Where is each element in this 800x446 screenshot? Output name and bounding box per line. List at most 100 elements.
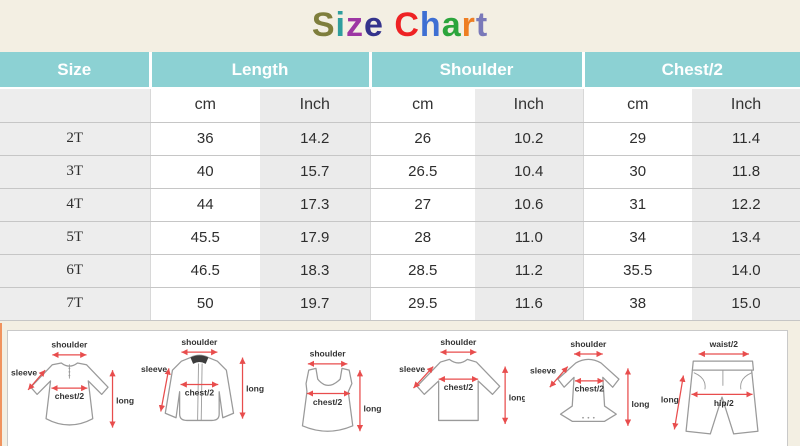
value-cell: 11.0 (475, 221, 584, 255)
table-row: 4T 44 17.3 27 10.6 31 12.2 (0, 188, 800, 222)
pants-waistband (691, 360, 755, 371)
table-row: 6T 46.5 18.3 28.5 11.2 35.5 14.0 (0, 254, 800, 288)
column-header-size: Size (0, 52, 150, 89)
waist-label: waist/2 (709, 338, 739, 348)
value-cell: 26 (369, 122, 475, 156)
title-letter: r (461, 6, 476, 44)
value-cell: 46.5 (150, 254, 260, 288)
chest-label: chest/2 (184, 387, 214, 397)
size-cell: 2T (0, 122, 151, 156)
title-letter: z (345, 6, 364, 44)
dress-button (68, 374, 71, 376)
unit-header-cell: cm (150, 88, 260, 123)
unit-header-cell: Inch (260, 88, 370, 123)
value-cell: 13.4 (692, 221, 800, 255)
left-edge-accent (0, 323, 2, 446)
unit-header-cell: Inch (692, 88, 800, 123)
long-label: long (632, 398, 650, 408)
unit-header-cell: Inch (475, 88, 584, 123)
shoulder-label: shoulder (181, 336, 218, 346)
jacket-collar (190, 354, 209, 364)
shoulder-label: shoulder (51, 339, 88, 349)
snap-dot (587, 416, 590, 419)
measurement-diagram-strip: shoulder sleeve chest/2 long shoulder sl… (7, 330, 788, 446)
title-letter: a (441, 6, 462, 44)
unit-header-row: cm Inch cm Inch cm Inch (0, 88, 800, 123)
sleeve-label: sleeve (11, 367, 37, 377)
size-cell: 4T (0, 188, 151, 222)
unit-header-cell: cm (369, 88, 475, 123)
value-cell: 44 (150, 188, 260, 222)
diagram-jacket: shoulder sleeve chest/2 long (141, 336, 264, 421)
value-cell: 11.6 (475, 287, 584, 321)
sleeve-arrow (158, 367, 171, 412)
pants-pockets (693, 371, 753, 389)
value-cell: 31 (582, 188, 693, 222)
sleeve-arrow (549, 365, 569, 388)
long-label: long (509, 392, 525, 402)
chest-label: chest/2 (444, 381, 474, 391)
table-row: 3T 40 15.7 26.5 10.4 30 11.8 (0, 155, 800, 189)
value-cell: 30 (582, 155, 693, 189)
size-cell: 6T (0, 254, 151, 288)
value-cell: 50 (150, 287, 260, 321)
value-cell: 15.7 (260, 155, 370, 189)
diagram-tank: shoulder chest/2 long (301, 348, 381, 432)
size-cell: 7T (0, 287, 151, 321)
column-header-shoulder: Shoulder (368, 52, 584, 89)
sleeve-arrow (413, 365, 435, 389)
sleeve-label: sleeve (530, 365, 556, 375)
long-arrow (672, 374, 686, 430)
chest-label: chest/2 (575, 383, 605, 393)
value-cell: 34 (582, 221, 693, 255)
diagram-tee: shoulder sleeve chest/2 long (400, 336, 525, 424)
value-cell: 10.6 (475, 188, 584, 222)
snap-dot (582, 416, 585, 419)
sleeve-label: sleeve (141, 363, 167, 373)
column-header-length: Length (148, 52, 370, 89)
bodysuit-outline (557, 358, 620, 422)
snap-dot (593, 416, 595, 419)
pants-outline (685, 369, 759, 435)
title-letter: C (394, 6, 420, 44)
value-cell: 11.4 (692, 122, 800, 156)
value-cell: 14.0 (692, 254, 800, 288)
shoulder-label: shoulder (309, 348, 346, 358)
value-cell: 19.7 (260, 287, 370, 321)
value-cell: 40 (150, 155, 260, 189)
table-row: 7T 50 19.7 29.5 11.6 38 15.0 (0, 287, 800, 321)
tank-outline (301, 367, 353, 432)
title-letter: e (363, 6, 384, 44)
unit-header-blank (0, 88, 151, 123)
value-cell: 27 (369, 188, 475, 222)
value-cell: 17.3 (260, 188, 370, 222)
value-cell: 38 (582, 287, 693, 321)
value-cell: 28.5 (369, 254, 475, 288)
dress-button (68, 366, 71, 369)
title-letter: h (419, 6, 442, 44)
long-label: long (661, 394, 679, 404)
column-header-chest: Chest/2 (581, 52, 800, 89)
value-cell: 26.5 (369, 155, 475, 189)
long-label: long (116, 395, 134, 405)
value-cell: 15.0 (692, 287, 800, 321)
value-cell: 12.2 (692, 188, 800, 222)
value-cell: 10.2 (475, 122, 584, 156)
title-letter: S (311, 6, 336, 44)
value-cell: 17.9 (260, 221, 370, 255)
title-letter: t (475, 6, 489, 44)
value-cell: 35.5 (582, 254, 693, 288)
value-cell: 28 (369, 221, 475, 255)
dress-button (68, 370, 71, 373)
title-letter: i (335, 6, 346, 44)
shoulder-label: shoulder (441, 336, 478, 346)
table-row: 5T 45.5 17.9 28 11.0 34 13.4 (0, 221, 800, 255)
value-cell: 29.5 (369, 287, 475, 321)
sleeve-arrow (27, 369, 46, 390)
page-title: Size Chart (0, 0, 800, 52)
size-table: Size Length Shoulder Chest/2 cm Inch cm … (0, 52, 800, 321)
value-cell: 29 (582, 122, 693, 156)
value-cell: 45.5 (150, 221, 260, 255)
chest-label: chest/2 (312, 397, 342, 407)
